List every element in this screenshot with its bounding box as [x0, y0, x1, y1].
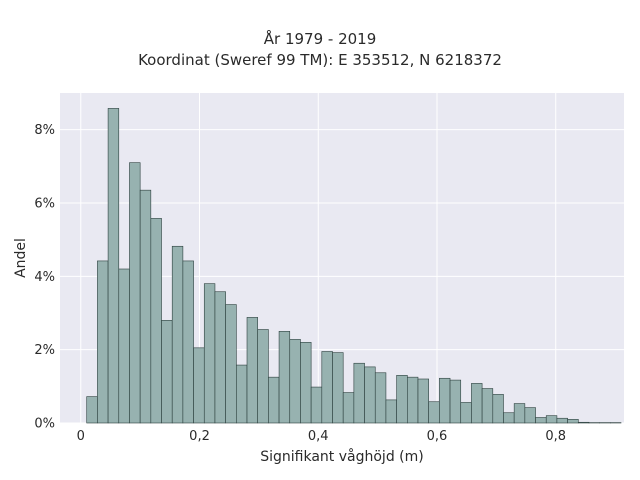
histogram-bar: [139, 189, 152, 424]
histogram-bar: [278, 331, 291, 424]
x-tick-label: 0,2: [189, 429, 210, 444]
histogram-bar: [396, 375, 408, 424]
histogram-bar: [86, 396, 98, 424]
histogram-bar: [449, 379, 462, 424]
histogram-bar: [182, 260, 194, 424]
histogram-bar: [310, 386, 323, 424]
histogram-bar: [161, 320, 173, 424]
histogram-bar: [118, 268, 130, 424]
histogram-bar: [214, 291, 226, 424]
histogram-bar: [268, 376, 280, 424]
histogram-bar: [460, 402, 472, 424]
histogram-bar: [556, 417, 568, 424]
histogram-bar: [289, 339, 301, 424]
histogram-bar: [385, 399, 397, 424]
x-axis-label: Signifikant våghöjd (m): [260, 448, 423, 465]
y-tick-label: 6%: [34, 197, 55, 212]
y-tick-label: 4%: [34, 270, 55, 285]
histogram-bar: [471, 383, 483, 424]
chart-subtitle: Koordinat (Sweref 99 TM): E 353512, N 62…: [138, 51, 502, 69]
histogram-bar: [107, 108, 120, 424]
histogram-bar: [535, 417, 547, 424]
histogram-bar: [503, 412, 515, 424]
histogram-bar: [150, 218, 162, 424]
chart-title: År 1979 - 2019: [263, 30, 377, 48]
histogram-bar: [374, 372, 387, 424]
histogram-bar: [225, 304, 237, 424]
histogram-bar: [577, 421, 590, 424]
histogram-bar: [524, 407, 536, 424]
y-tick-label: 2%: [34, 343, 55, 358]
histogram-bar: [492, 394, 504, 424]
histogram-bar: [481, 388, 494, 424]
histogram-bar: [171, 245, 184, 424]
histogram-bar: [417, 378, 429, 424]
histogram-bar: [407, 376, 419, 424]
y-tick-labels: 0% 2% 4% 6% 8%: [34, 123, 55, 431]
histogram-bar: [342, 392, 355, 424]
histogram-bar: [97, 260, 109, 424]
histogram-bar: [364, 366, 376, 424]
y-tick-label: 0%: [34, 417, 55, 432]
y-axis-label: Andel: [13, 238, 29, 278]
x-tick-label: 0: [77, 429, 85, 444]
y-tick-label: 8%: [34, 123, 55, 138]
histogram-bar: [321, 351, 333, 424]
histogram-bar: [439, 377, 451, 424]
histogram-bar: [300, 342, 312, 424]
histogram-bar: [545, 415, 558, 424]
histogram-bar: [332, 352, 344, 424]
histogram-bar: [567, 419, 579, 424]
histogram-bar: [513, 403, 526, 424]
histogram-bar: [193, 347, 205, 424]
histogram-bar: [353, 362, 365, 424]
x-tick-label: 0,4: [308, 429, 329, 444]
histogram-bar: [246, 317, 258, 424]
histogram-bar: [236, 364, 248, 424]
histogram-bar: [428, 401, 440, 424]
x-tick-label: 0,6: [427, 429, 448, 444]
bars: [86, 108, 622, 424]
histogram-bar: [257, 329, 269, 424]
histogram-bar: [203, 283, 216, 424]
histogram-bar: [129, 162, 141, 424]
x-tick-labels: 0 0,2 0,4 0,6 0,8: [77, 429, 566, 444]
x-tick-label: 0,8: [545, 429, 566, 444]
